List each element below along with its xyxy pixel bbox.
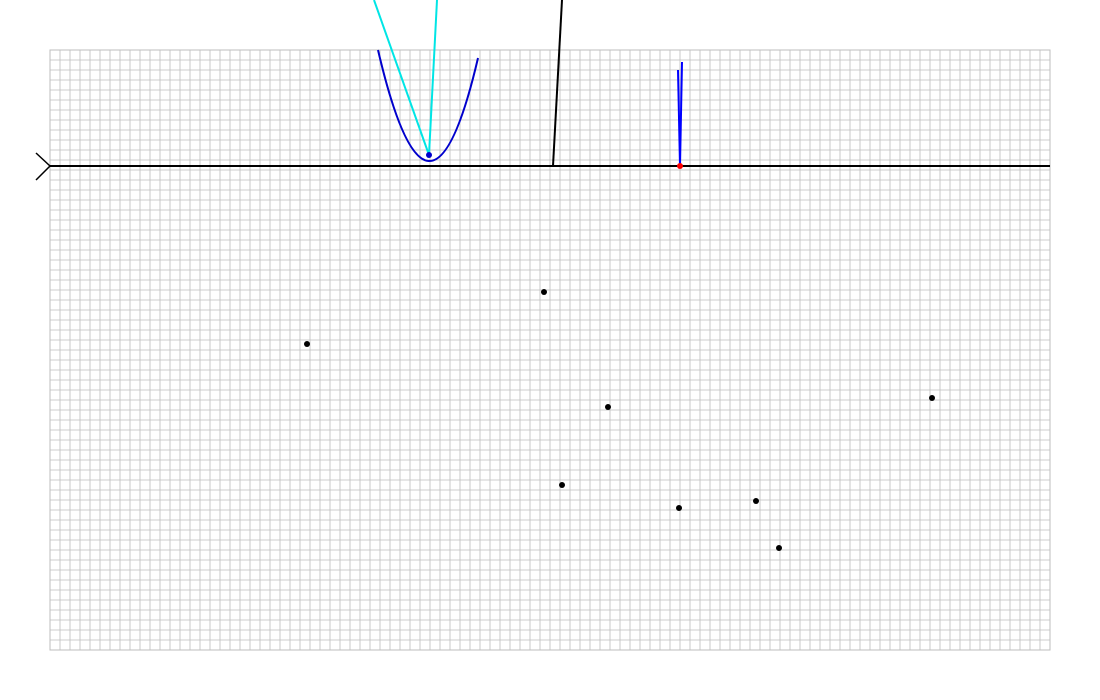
scatter-point <box>753 498 759 504</box>
grid-border <box>49 49 1051 651</box>
axis-arrow-icon <box>35 152 52 181</box>
scatter-points <box>304 289 935 551</box>
grid <box>49 49 1051 651</box>
focus-point <box>426 152 432 158</box>
marker-point <box>677 163 683 169</box>
scatter-point <box>605 404 611 410</box>
ray-line-right <box>428 0 438 156</box>
slanted-black-line <box>552 0 563 167</box>
ray-line-left <box>373 0 430 156</box>
scatter-point <box>676 505 682 511</box>
scatter-point <box>776 545 782 551</box>
parabola-curve <box>377 49 479 162</box>
scatter-point <box>559 482 565 488</box>
scatter-point <box>541 289 547 295</box>
scatter-point <box>929 395 935 401</box>
scatter-point <box>304 341 310 347</box>
